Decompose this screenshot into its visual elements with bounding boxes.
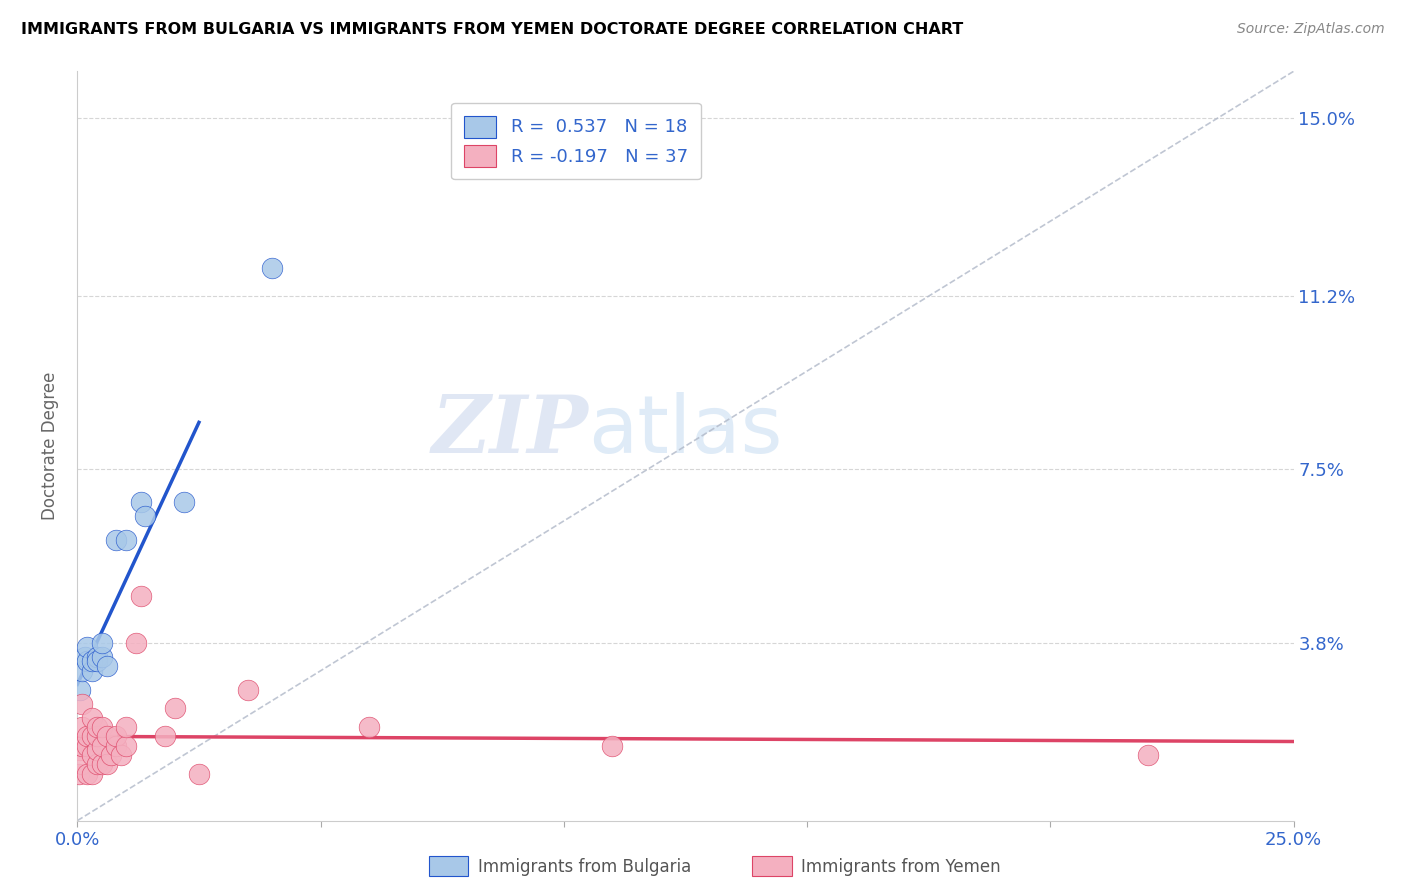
Point	[163, 701, 186, 715]
Point	[70, 664, 93, 678]
Point	[100, 747, 122, 762]
Point	[70, 720, 93, 734]
Point	[236, 682, 259, 697]
Point	[90, 720, 112, 734]
Point	[105, 739, 128, 753]
Legend: R =  0.537   N = 18, R = -0.197   N = 37: R = 0.537 N = 18, R = -0.197 N = 37	[451, 103, 700, 179]
Point	[86, 720, 108, 734]
Point	[76, 739, 98, 753]
Point	[67, 766, 90, 781]
Text: Source: ZipAtlas.com: Source: ZipAtlas.com	[1237, 22, 1385, 37]
Point	[1136, 747, 1159, 762]
Point	[69, 743, 91, 757]
Point	[260, 261, 283, 276]
Point	[86, 649, 108, 664]
Point	[70, 739, 93, 753]
Text: Immigrants from Bulgaria: Immigrants from Bulgaria	[478, 858, 692, 876]
Point	[73, 649, 96, 664]
Point	[80, 655, 103, 669]
Text: IMMIGRANTS FROM BULGARIA VS IMMIGRANTS FROM YEMEN DOCTORATE DEGREE CORRELATION C: IMMIGRANTS FROM BULGARIA VS IMMIGRANTS F…	[21, 22, 963, 37]
Point	[129, 495, 152, 509]
Point	[80, 747, 103, 762]
Point	[76, 730, 98, 744]
Point	[359, 720, 381, 734]
Text: ZIP: ZIP	[432, 392, 588, 470]
Point	[173, 495, 195, 509]
Point	[105, 533, 128, 547]
Point	[105, 730, 128, 744]
Point	[90, 739, 112, 753]
Point	[125, 635, 148, 649]
Point	[115, 533, 138, 547]
Y-axis label: Doctorate Degree: Doctorate Degree	[41, 372, 59, 520]
Point	[96, 659, 118, 673]
Point	[80, 766, 103, 781]
Point	[76, 655, 98, 669]
Point	[110, 747, 132, 762]
Text: atlas: atlas	[588, 392, 783, 470]
Point	[86, 655, 108, 669]
Point	[115, 739, 138, 753]
Point	[115, 720, 138, 734]
Point	[96, 730, 118, 744]
Point	[153, 730, 176, 744]
Point	[134, 509, 156, 524]
Point	[90, 649, 112, 664]
Point	[86, 757, 108, 772]
Point	[90, 635, 112, 649]
Text: Immigrants from Yemen: Immigrants from Yemen	[801, 858, 1001, 876]
Point	[80, 730, 103, 744]
Point	[70, 757, 93, 772]
Point	[86, 730, 108, 744]
Point	[80, 710, 103, 724]
Point	[76, 766, 98, 781]
Point	[188, 766, 211, 781]
Point	[70, 697, 93, 711]
Point	[86, 743, 108, 757]
Point	[129, 589, 152, 603]
Point	[76, 640, 98, 655]
Point	[96, 757, 118, 772]
Point	[602, 739, 624, 753]
Point	[69, 682, 91, 697]
Point	[80, 664, 103, 678]
Point	[90, 757, 112, 772]
